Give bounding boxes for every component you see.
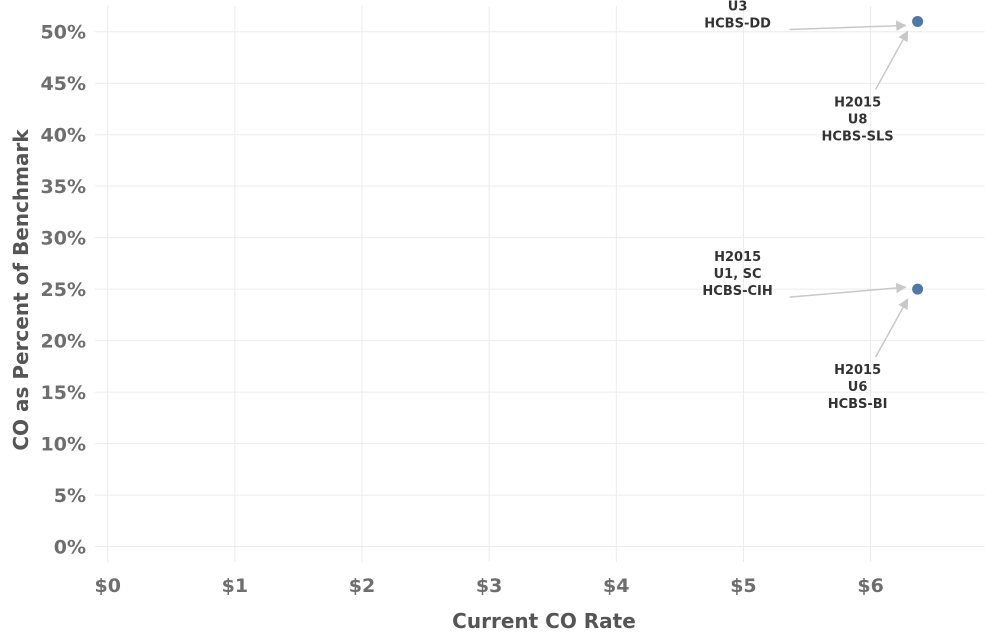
y-tick-label: 40%	[41, 125, 86, 147]
annotation-line: U6	[848, 380, 868, 395]
y-tick-label: 20%	[41, 331, 86, 353]
data-points	[912, 15, 924, 295]
x-tick-label: $5	[730, 575, 756, 597]
annotation-line: H2015	[834, 95, 881, 110]
annotation-arrow	[874, 298, 909, 358]
annotation-arrow	[789, 282, 907, 298]
data-point[interactable]	[912, 15, 924, 27]
y-tick-label: 25%	[41, 279, 86, 301]
x-axis-ticks: $0 $1 $2 $3 $4 $5 $6	[94, 575, 883, 597]
annotation-line: HCBS-BI	[828, 397, 888, 412]
point-annotation: H2015U3HCBS-DD	[704, 0, 771, 31]
x-tick-label: $2	[349, 575, 375, 597]
x-tick-label: $1	[222, 575, 248, 597]
x-tick-label: $6	[857, 575, 883, 597]
annotation-arrow	[874, 30, 909, 90]
annotation-line: HCBS-SLS	[822, 129, 894, 144]
point-annotation: H2015 U8 HCBS-SLS	[822, 95, 894, 144]
x-tick-label: $0	[94, 575, 120, 597]
y-tick-label: 30%	[41, 228, 86, 250]
y-tick-label: 10%	[41, 434, 86, 456]
x-axis-title: Current CO Rate	[452, 609, 636, 633]
y-tick-label: 5%	[54, 485, 86, 507]
annotation-line: H2015	[714, 250, 761, 265]
annotation-arrows	[789, 20, 909, 358]
y-tick-label: 0%	[54, 537, 86, 559]
y-axis-ticks: 0% 5% 10% 15% 20% 25% 30% 35% 40% 45% 50%	[41, 22, 86, 559]
y-axis-title: CO as Percent of Benchmark	[9, 129, 33, 451]
annotation-line: HCBS-CIH	[702, 284, 772, 299]
x-tick-label: $4	[603, 575, 629, 597]
annotation-line: U1, SC	[714, 267, 762, 282]
data-point[interactable]	[912, 283, 924, 295]
annotation-line: U3	[728, 0, 748, 14]
y-tick-label: 15%	[41, 382, 86, 404]
point-annotation: H2015 U1, SC HCBS-CIH	[702, 250, 772, 299]
x-tick-label: $3	[476, 575, 502, 597]
grid-lines	[95, 6, 985, 562]
annotation-line: H2015	[834, 363, 881, 378]
y-tick-label: 45%	[41, 73, 86, 95]
y-tick-label: 50%	[41, 22, 86, 44]
annotation-line: HCBS-DD	[704, 16, 771, 31]
annotation-line: U8	[848, 112, 868, 127]
annotations: H2015 U3 HCBS-DD H2015 U8 HCBS-SLS H2015 U1, SC…	[702, 0, 893, 412]
point-annotation: H2015 U6 HCBS-BI	[828, 363, 888, 412]
y-tick-label: 35%	[41, 176, 86, 198]
annotation-arrow	[789, 20, 907, 32]
